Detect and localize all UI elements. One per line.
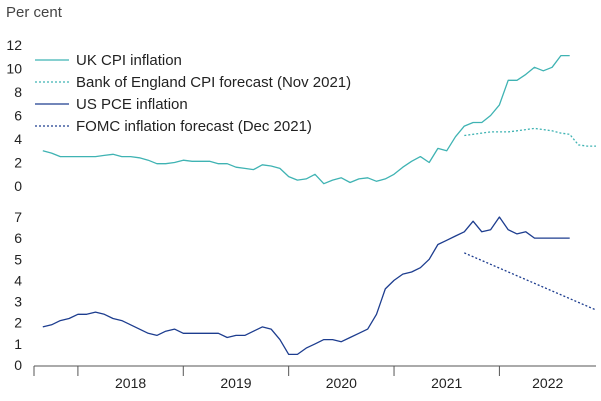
legend: UK CPI inflation Bank of England CPI fore… <box>35 52 351 135</box>
y-tick-label-uk-12: 12 <box>6 37 22 53</box>
y-tick-label-us-4: 4 <box>14 272 22 288</box>
y-tick-label-us-2: 2 <box>14 315 22 331</box>
x-tick-label-2022: 2022 <box>532 375 563 391</box>
y-tick-label-us-3: 3 <box>14 294 22 310</box>
legend-label-bank-of-england-cpi-forecast-nov-2021: Bank of England CPI forecast (Nov 2021) <box>76 74 351 91</box>
y-tick-label-uk-10: 10 <box>6 61 22 77</box>
y-tick-label-uk-0: 0 <box>14 178 22 194</box>
legend-label-fomc-inflation-forecast-dec-2021: FOMC inflation forecast (Dec 2021) <box>76 118 312 135</box>
y-tick-label-us-6: 6 <box>14 230 22 246</box>
legend-label-us-pce-inflation: US PCE inflation <box>76 96 188 113</box>
y-tick-label-us-5: 5 <box>14 251 22 267</box>
us-pce-inflation-line <box>42 216 570 356</box>
y-axis-unit-label: Per cent <box>6 4 62 21</box>
us-panel: 0 1 2 3 4 5 6 7 <box>14 209 597 373</box>
y-tick-label-uk-6: 6 <box>14 108 22 124</box>
y-tick-label-uk-8: 8 <box>14 84 22 100</box>
y-tick-label-uk-4: 4 <box>14 131 22 147</box>
legend-label-uk-cpi-inflation: UK CPI inflation <box>76 52 182 69</box>
y-tick-label-us-7: 7 <box>14 209 22 225</box>
fomc-inflation-forecast-dec-2021-line <box>464 252 597 311</box>
x-tick-label-2019: 2019 <box>220 375 251 391</box>
bank-of-england-cpi-forecast-nov-2021-line <box>464 127 596 147</box>
x-tick-label-2020: 2020 <box>326 375 357 391</box>
y-tick-label-us-1: 1 <box>14 336 22 352</box>
y-tick-label-us-0: 0 <box>14 357 22 373</box>
x-tick-label-2018: 2018 <box>115 375 146 391</box>
x-tick-label-2021: 2021 <box>431 375 462 391</box>
x-axis: 2018 2019 2020 2021 2022 <box>33 365 596 391</box>
uk-cpi-inflation-line <box>42 54 570 185</box>
uk-panel: 0 2 4 6 8 10 12 <box>6 37 596 194</box>
y-tick-label-uk-2: 2 <box>14 155 22 171</box>
